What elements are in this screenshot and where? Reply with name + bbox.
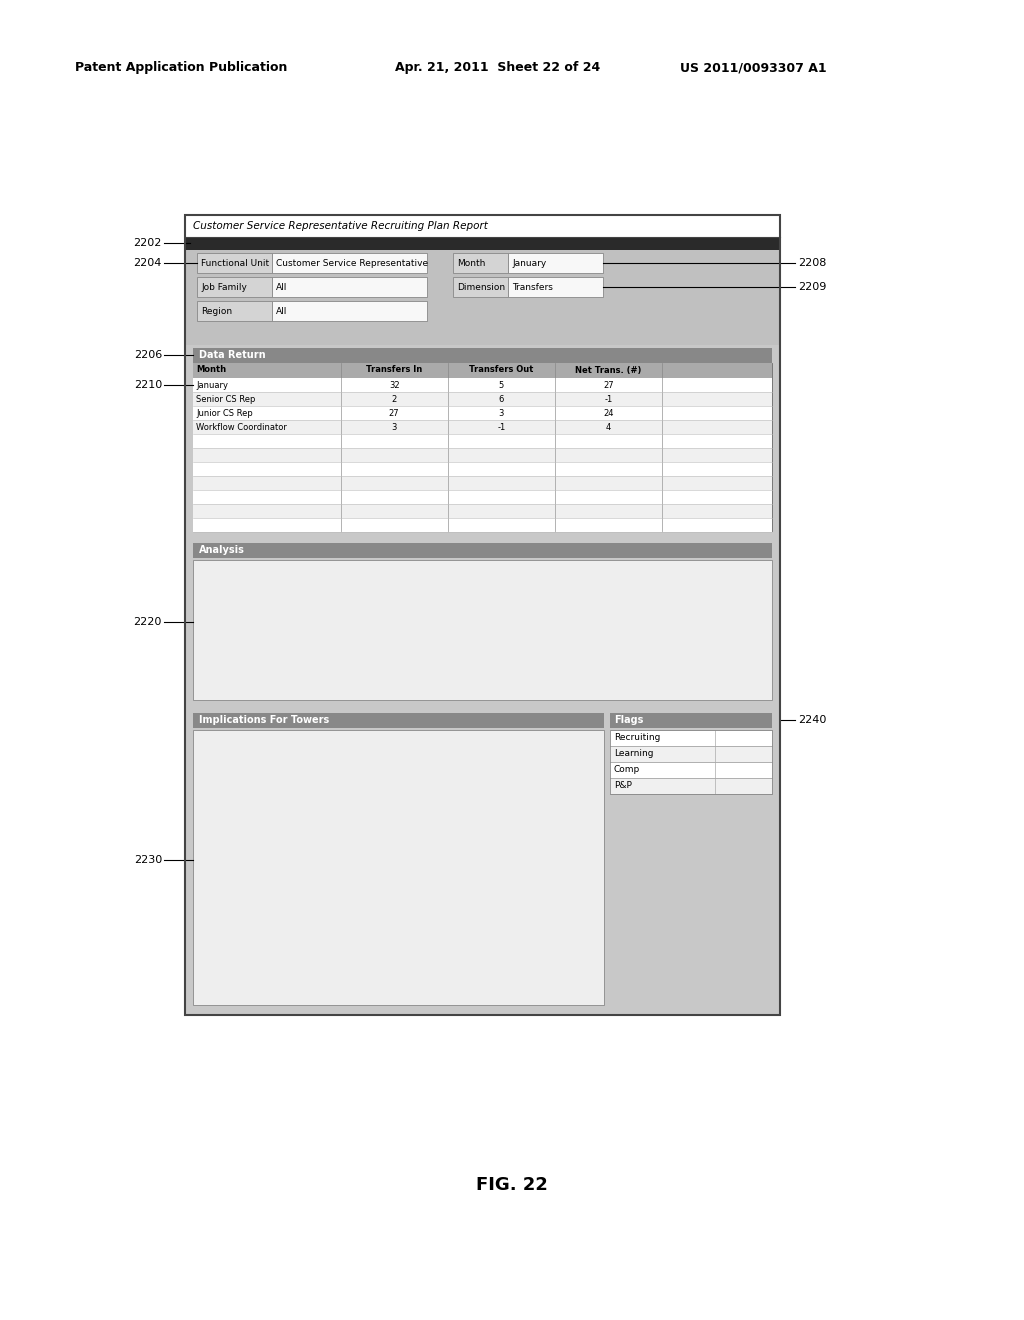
Bar [508, 277, 603, 297]
Bar [193, 407, 772, 420]
Bar [185, 238, 780, 249]
Text: Comp: Comp [614, 766, 640, 775]
Text: 2240: 2240 [798, 715, 826, 725]
Text: Transfers In: Transfers In [366, 366, 422, 375]
Text: Implications For Towers: Implications For Towers [199, 715, 330, 725]
Bar [193, 420, 772, 434]
Bar [193, 543, 772, 558]
Text: Transfers Out: Transfers Out [469, 366, 534, 375]
Bar [610, 746, 772, 762]
Text: Month: Month [196, 366, 226, 375]
Text: US 2011/0093307 A1: US 2011/0093307 A1 [680, 62, 826, 74]
Text: P&P: P&P [614, 781, 632, 791]
Bar [610, 713, 772, 729]
Bar [272, 301, 427, 321]
Text: Month: Month [457, 259, 485, 268]
Bar [197, 301, 272, 321]
Bar [185, 215, 780, 238]
Bar [610, 777, 772, 795]
Text: Dimension: Dimension [457, 282, 505, 292]
Text: 32: 32 [389, 380, 399, 389]
Bar [508, 253, 603, 273]
Text: 6: 6 [499, 395, 504, 404]
Text: Flags: Flags [614, 715, 643, 725]
Text: Analysis: Analysis [199, 545, 245, 554]
Text: 4: 4 [606, 422, 611, 432]
Bar [610, 762, 772, 777]
Text: Patent Application Publication: Patent Application Publication [75, 62, 288, 74]
Text: 2204: 2204 [133, 257, 162, 268]
Text: Apr. 21, 2011  Sheet 22 of 24: Apr. 21, 2011 Sheet 22 of 24 [395, 62, 600, 74]
Bar [185, 345, 780, 535]
Text: 27: 27 [389, 408, 399, 417]
Text: 24: 24 [603, 408, 613, 417]
Text: Senior CS Rep: Senior CS Rep [196, 395, 255, 404]
Text: Functional Unit: Functional Unit [201, 259, 269, 268]
Text: Region: Region [201, 306, 232, 315]
Text: Transfers: Transfers [512, 282, 553, 292]
Bar [185, 540, 780, 705]
Text: 2208: 2208 [798, 257, 826, 268]
Bar [193, 517, 772, 532]
Bar [185, 710, 780, 1010]
Bar [185, 249, 780, 345]
Bar [193, 378, 772, 392]
Text: Learning: Learning [614, 750, 653, 759]
Bar [193, 462, 772, 477]
Text: 2202: 2202 [133, 238, 162, 248]
Bar [453, 277, 508, 297]
Text: 3: 3 [391, 422, 397, 432]
Bar [193, 348, 772, 363]
Text: FIG. 22: FIG. 22 [476, 1176, 548, 1195]
Bar [193, 392, 772, 407]
Text: Workflow Coordinator: Workflow Coordinator [196, 422, 287, 432]
Text: January: January [512, 259, 546, 268]
Text: Data Return: Data Return [199, 350, 265, 360]
Text: Recruiting: Recruiting [614, 734, 660, 742]
Bar [185, 215, 780, 1015]
Bar [453, 253, 508, 273]
Bar [193, 730, 604, 1005]
Bar [193, 363, 772, 378]
Text: 2210: 2210 [134, 380, 162, 389]
Text: All: All [276, 306, 288, 315]
Bar [197, 253, 272, 273]
Bar [185, 215, 780, 1015]
Bar [193, 363, 772, 531]
Text: -1: -1 [604, 395, 612, 404]
Bar [193, 490, 772, 504]
Bar [197, 277, 272, 297]
Bar [193, 477, 772, 490]
Text: 2230: 2230 [134, 855, 162, 865]
Text: 2209: 2209 [798, 282, 826, 292]
Text: January: January [196, 380, 228, 389]
Text: Net Trans. (#): Net Trans. (#) [575, 366, 642, 375]
Bar [272, 253, 427, 273]
Text: 2220: 2220 [133, 616, 162, 627]
Bar [272, 277, 427, 297]
Text: -1: -1 [498, 422, 506, 432]
Text: Customer Service Representative Recruiting Plan Report: Customer Service Representative Recruiti… [193, 220, 487, 231]
Bar [193, 504, 772, 517]
Bar [193, 713, 604, 729]
Text: 2206: 2206 [134, 350, 162, 360]
Text: 3: 3 [499, 408, 504, 417]
Bar [610, 730, 772, 746]
Bar [193, 447, 772, 462]
Text: 2: 2 [391, 395, 397, 404]
Bar [193, 560, 772, 700]
Bar [610, 730, 772, 795]
Text: Job Family: Job Family [201, 282, 247, 292]
Text: All: All [276, 282, 288, 292]
Text: 5: 5 [499, 380, 504, 389]
Bar [193, 434, 772, 447]
Text: Junior CS Rep: Junior CS Rep [196, 408, 253, 417]
Text: Customer Service Representative: Customer Service Representative [276, 259, 428, 268]
Text: 27: 27 [603, 380, 613, 389]
